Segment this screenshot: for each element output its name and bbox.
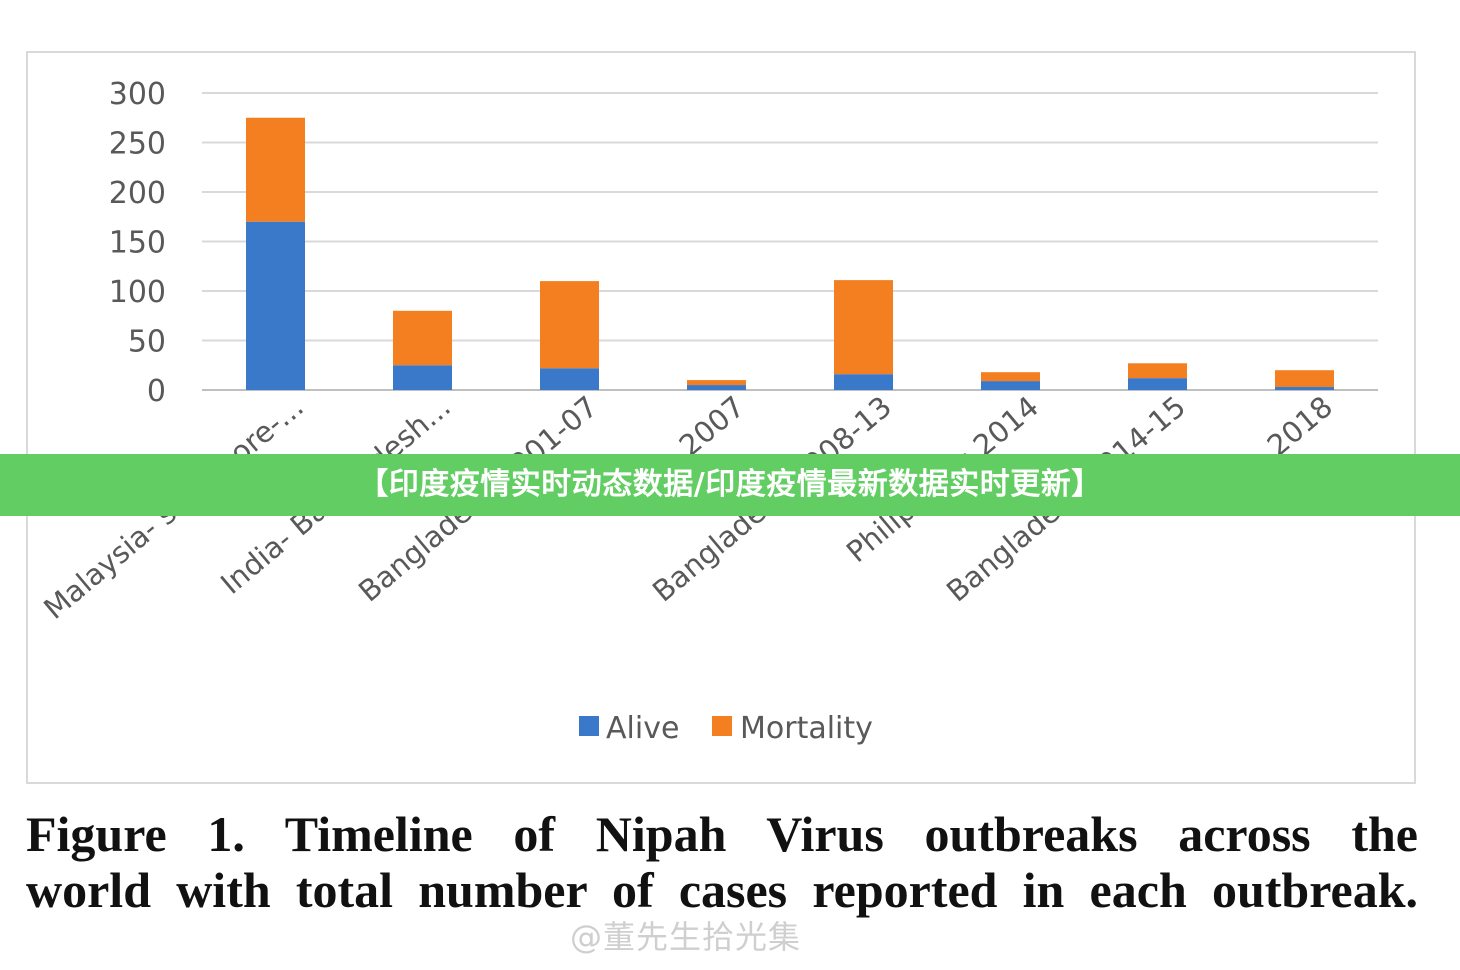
bar-alive xyxy=(834,374,893,390)
bar-alive xyxy=(1128,378,1187,390)
banner: 【印度疫情实时动态数据/印度疫情最新数据实时更新】 xyxy=(0,454,1460,516)
bar-mortality xyxy=(687,380,746,386)
caption-line-1: Figure 1. Timeline of Nipah Virus outbre… xyxy=(26,806,1418,862)
legend-label-alive: Alive xyxy=(606,711,679,746)
bar-mortality xyxy=(540,281,599,369)
y-tick-label: 50 xyxy=(128,325,166,360)
gridlines xyxy=(202,92,1378,391)
y-tick-label: 250 xyxy=(109,127,166,162)
bar-mortality xyxy=(1275,370,1334,388)
y-tick-label: 100 xyxy=(109,275,166,310)
bar-alive xyxy=(1275,387,1334,390)
figure-caption: Figure 1. Timeline of Nipah Virus outbre… xyxy=(26,806,1418,918)
bar-alive xyxy=(687,385,746,390)
y-axis-ticks: 0 50 100 150 200 250 300 xyxy=(109,77,166,409)
legend-swatch-mortality xyxy=(712,716,732,736)
bar-alive xyxy=(981,381,1040,390)
bar-mortality xyxy=(1128,363,1187,379)
legend-label-mortality: Mortality xyxy=(740,711,873,746)
y-tick-label: 200 xyxy=(109,176,166,211)
y-tick-label: 300 xyxy=(109,77,166,112)
bars xyxy=(246,117,1334,390)
bar-alive xyxy=(393,365,452,390)
bar-mortality xyxy=(246,117,305,222)
y-tick-label: 0 xyxy=(147,374,166,409)
y-tick-label: 150 xyxy=(109,226,166,261)
caption-line-2: world with total number of cases reporte… xyxy=(26,862,1418,918)
legend: Alive Mortality xyxy=(579,711,873,746)
bar-mortality xyxy=(981,372,1040,382)
bar-alive xyxy=(246,221,305,390)
bar-mortality xyxy=(393,310,452,366)
bar-mortality xyxy=(834,280,893,375)
bar-alive xyxy=(540,368,599,390)
watermark: @董先生拾光集 xyxy=(570,918,802,956)
legend-swatch-alive xyxy=(579,716,599,736)
